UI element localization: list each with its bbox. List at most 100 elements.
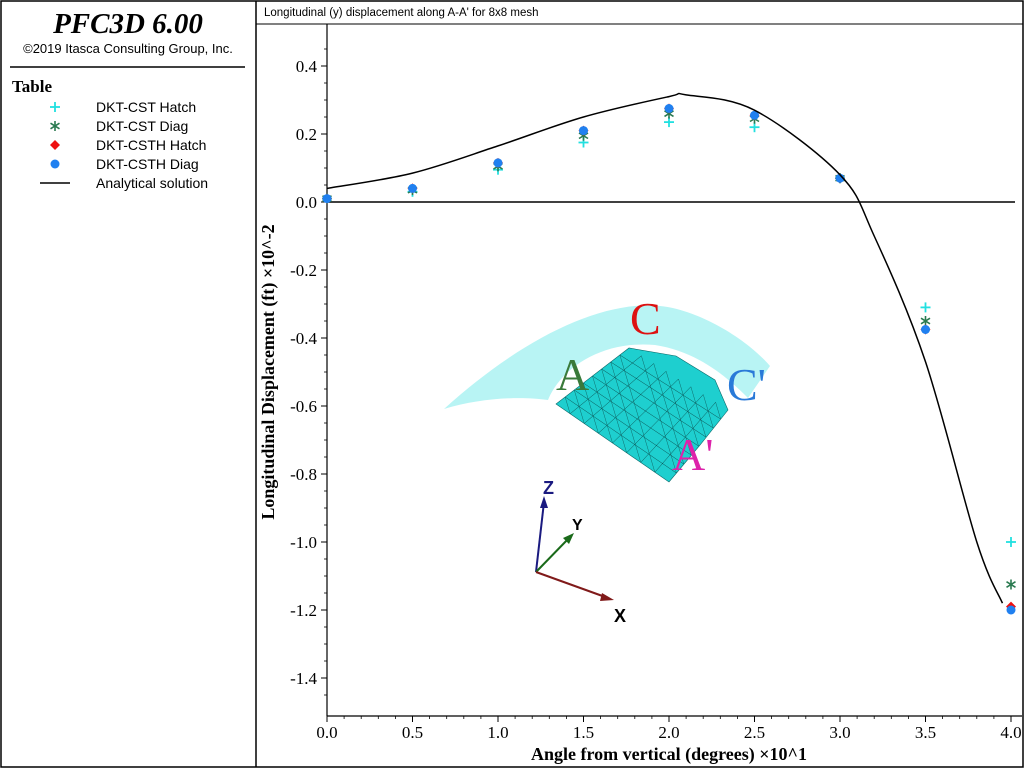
data-point xyxy=(750,110,759,120)
mesh-line xyxy=(640,394,704,463)
data-point xyxy=(1006,579,1016,590)
mesh-line xyxy=(619,354,721,420)
y-tick-label: 0.4 xyxy=(296,57,318,76)
data-point-c xyxy=(1006,581,1016,588)
x-tick-label: 2.0 xyxy=(658,723,679,742)
legend-item: DKT-CSTH Diag xyxy=(50,156,199,172)
label-c: C xyxy=(630,293,661,344)
analytical-curve xyxy=(326,92,1004,604)
mesh-line xyxy=(654,402,716,473)
mesh-diag xyxy=(574,389,585,424)
shell-surface xyxy=(444,305,770,409)
legend-panel: PFC3D 6.00 ©2019 Itasca Consulting Group… xyxy=(10,8,245,191)
y-tick-label: -0.4 xyxy=(290,329,317,348)
y-tick-label: -1.0 xyxy=(290,533,317,552)
y-tick-label: -1.2 xyxy=(290,601,317,620)
series-dkt-csth-diag xyxy=(322,104,1016,615)
legend-label: DKT-CST Hatch xyxy=(96,99,196,115)
data-point xyxy=(664,104,674,113)
legend-label: DKT-CST Diag xyxy=(96,118,188,134)
data-point xyxy=(835,173,845,183)
y-axis-arrow xyxy=(535,536,571,573)
x-tick-label: 0.0 xyxy=(316,723,337,742)
x-tick-label: 3.0 xyxy=(829,723,850,742)
y-tick-label: 0.2 xyxy=(296,125,317,144)
x-tick-label: 1.5 xyxy=(573,723,594,742)
legend-label: Analytical solution xyxy=(96,175,208,191)
legend-item: DKT-CSTH Hatch xyxy=(50,137,206,153)
data-point xyxy=(664,117,674,128)
data-point xyxy=(579,126,588,136)
y-tick-label: 0.0 xyxy=(296,193,317,212)
data-point xyxy=(493,158,503,168)
legend-item: DKT-CST Diag xyxy=(50,118,188,134)
copyright-text: ©2019 Itasca Consulting Group, Inc. xyxy=(23,41,233,56)
mesh-diag xyxy=(690,386,707,438)
mesh-diag xyxy=(715,402,721,420)
axis-triad: Z Y X xyxy=(535,478,626,626)
mesh-diag xyxy=(665,371,692,456)
data-point xyxy=(1006,537,1016,547)
legend-items: DKT-CST Hatch DKT-CST Diag DKT-CSTH Hatch D… xyxy=(40,99,208,191)
x-tick-label: 3.5 xyxy=(915,723,936,742)
legend-item: DKT-CST Hatch xyxy=(50,99,196,115)
z-axis-arrow xyxy=(535,501,545,573)
y-tick-label: -1.4 xyxy=(290,669,317,688)
z-axis-label: Z xyxy=(543,478,554,498)
mesh-diag xyxy=(619,354,656,473)
data-point xyxy=(920,302,931,313)
series-analytical-solution xyxy=(326,92,1004,604)
x-tick-label: 0.5 xyxy=(402,723,423,742)
legend-symbol xyxy=(50,159,60,169)
mesh-patch xyxy=(555,347,729,483)
z-arrowhead xyxy=(540,496,548,508)
y-tick-label: -0.6 xyxy=(290,397,317,416)
legend-symbol-c xyxy=(50,122,60,130)
mesh-diag xyxy=(610,361,641,463)
x-axis-letter: X xyxy=(614,606,626,626)
data-point xyxy=(749,122,760,133)
plot-header: Longitudinal (y) displacement along A-A'… xyxy=(264,7,539,19)
series-layer xyxy=(322,92,1016,615)
legend-label: DKT-CSTH Hatch xyxy=(96,137,206,153)
mesh-diag xyxy=(592,375,613,444)
mesh-diag xyxy=(564,396,571,414)
mesh-diag xyxy=(678,378,699,447)
legend-heading: Table xyxy=(12,77,52,96)
series-dkt-cst-diag xyxy=(322,108,1016,590)
legend-symbol xyxy=(50,140,60,150)
data-point-c xyxy=(920,317,931,325)
x-tick-label: 4.0 xyxy=(1000,723,1021,742)
legend-label: DKT-CSTH Diag xyxy=(96,156,199,172)
label-a-prime: A' xyxy=(672,429,714,480)
x-tick-label: 2.5 xyxy=(744,723,765,742)
x-axis-label: Angle from vertical (degrees) ×10^1 xyxy=(531,744,807,765)
y-axis-letter: Y xyxy=(572,517,583,534)
legend-symbol xyxy=(50,121,60,131)
legend-item: Analytical solution xyxy=(40,175,208,191)
x-arrowhead xyxy=(600,593,614,601)
mesh-line xyxy=(610,361,714,429)
inset-diagram: CA C' A' Z Y X xyxy=(444,293,770,626)
mesh-diag xyxy=(641,355,677,474)
data-point xyxy=(921,325,930,334)
mesh-line xyxy=(601,368,707,438)
axes: 0.4 0.2 0.0 -0.2 -0.4 -0.6 -0.8 -1.0 -1.2 -1.4 0.0… xyxy=(290,24,1022,742)
y-tick-label: -0.2 xyxy=(290,261,317,280)
legend-symbol xyxy=(50,102,60,112)
mesh-line xyxy=(612,378,679,444)
y-tick-label: -0.8 xyxy=(290,465,317,484)
mesh-diag xyxy=(583,382,599,434)
y-axis-label: Longitudinal Displacement (ft) ×10^-2 xyxy=(258,224,279,519)
mesh-line xyxy=(626,386,692,453)
data-point xyxy=(920,316,931,326)
y-arrowhead xyxy=(563,533,574,544)
label-a: A xyxy=(556,349,589,400)
mesh-diag xyxy=(653,363,684,465)
data-point xyxy=(322,194,332,204)
mesh-fill xyxy=(555,347,729,483)
data-point xyxy=(1006,605,1016,615)
plot-area: 0.4 0.2 0.0 -0.2 -0.4 -0.6 -0.8 -1.0 -1.2 -1.4 0.0… xyxy=(258,24,1022,765)
